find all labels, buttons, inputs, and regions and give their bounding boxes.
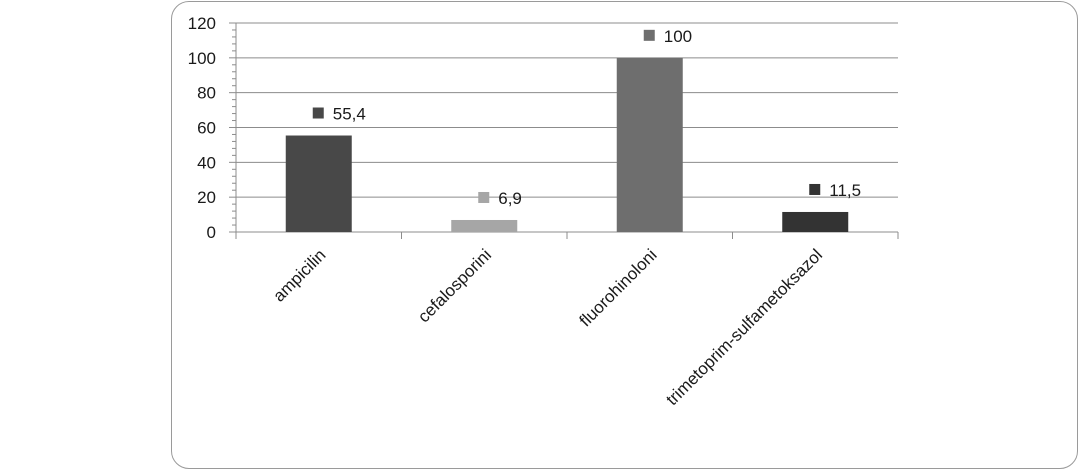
y-tick-label: 0 [207,223,216,242]
y-tick-label: 80 [197,84,216,103]
data-label: 11,5 [829,181,861,200]
data-label-marker [809,183,821,195]
data-label: 6,9 [498,189,522,208]
y-tick-label: 20 [197,188,216,207]
data-label-marker [478,191,490,203]
bar [451,219,518,232]
data-label: 100 [664,27,692,46]
data-label: 55,4 [333,105,366,124]
bars [285,57,849,233]
x-category-label: cefalosporini [414,245,495,326]
y-tick-label: 100 [188,49,216,68]
data-label-marker [643,29,655,41]
bar [285,135,352,232]
bar-chart: 0 20 40 60 80 100 120 55,4 ampicilin 6,9 cefalospo… [188,14,899,409]
x-category-label: ampicilin [269,245,329,305]
y-tick-label: 120 [188,14,216,33]
data-label-marker [312,107,324,119]
y-tick-label: 60 [197,119,216,138]
bar [782,211,849,232]
bar [616,57,683,233]
x-category-label: fluorohinoloni [576,245,661,330]
y-tick-label: 40 [197,153,216,172]
x-category-label: trimetoprim-sulfametoksazol [662,245,826,409]
